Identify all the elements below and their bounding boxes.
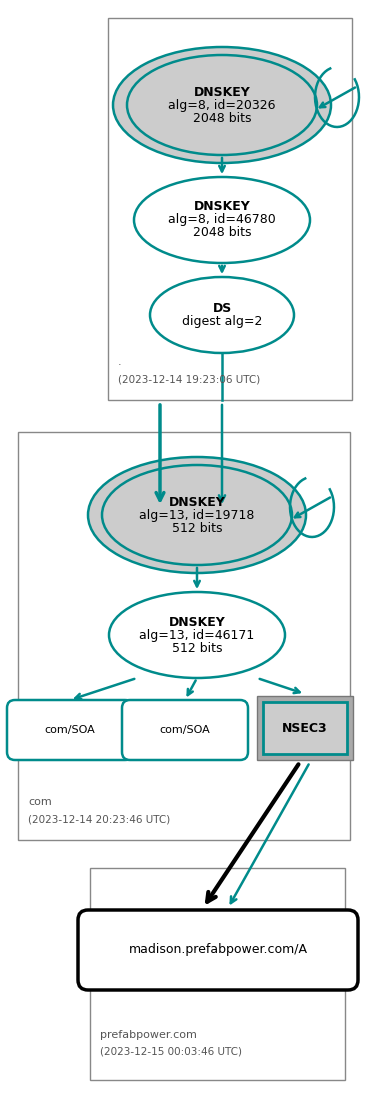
Text: 2048 bits: 2048 bits xyxy=(193,112,251,125)
Text: alg=8, id=46780: alg=8, id=46780 xyxy=(168,213,276,226)
Text: DS: DS xyxy=(212,302,232,315)
Text: 512 bits: 512 bits xyxy=(172,522,222,535)
Ellipse shape xyxy=(127,55,317,155)
Ellipse shape xyxy=(150,277,294,353)
Ellipse shape xyxy=(134,177,310,263)
Text: NSEC3: NSEC3 xyxy=(282,722,328,734)
FancyBboxPatch shape xyxy=(122,700,248,760)
Bar xyxy=(263,702,347,754)
Bar xyxy=(18,432,350,840)
FancyBboxPatch shape xyxy=(78,910,358,990)
Bar xyxy=(90,868,345,1080)
Text: (2023-12-14 20:23:46 UTC): (2023-12-14 20:23:46 UTC) xyxy=(28,814,170,824)
Ellipse shape xyxy=(113,47,331,163)
Bar xyxy=(257,696,353,760)
Text: alg=8, id=20326: alg=8, id=20326 xyxy=(168,98,276,112)
Text: com: com xyxy=(28,798,52,807)
Ellipse shape xyxy=(102,465,292,565)
Text: digest alg=2: digest alg=2 xyxy=(182,315,262,328)
Text: DNSKEY: DNSKEY xyxy=(169,616,225,628)
Ellipse shape xyxy=(109,592,285,678)
Text: DNSKEY: DNSKEY xyxy=(193,200,250,213)
Bar xyxy=(108,18,352,400)
Text: DNSKEY: DNSKEY xyxy=(193,85,250,98)
Text: alg=13, id=46171: alg=13, id=46171 xyxy=(139,628,255,641)
Text: (2023-12-14 19:23:06 UTC): (2023-12-14 19:23:06 UTC) xyxy=(118,374,260,384)
Ellipse shape xyxy=(88,457,306,573)
Text: com/SOA: com/SOA xyxy=(160,725,210,735)
Text: com/SOA: com/SOA xyxy=(45,725,95,735)
Text: madison.prefabpower.com/A: madison.prefabpower.com/A xyxy=(128,943,307,956)
Text: alg=13, id=19718: alg=13, id=19718 xyxy=(139,509,255,522)
Text: prefabpower.com: prefabpower.com xyxy=(100,1029,197,1040)
Text: DNSKEY: DNSKEY xyxy=(169,496,225,509)
Text: 512 bits: 512 bits xyxy=(172,641,222,654)
Text: 2048 bits: 2048 bits xyxy=(193,226,251,240)
Text: .: . xyxy=(118,357,122,366)
FancyBboxPatch shape xyxy=(7,700,133,760)
Text: (2023-12-15 00:03:46 UTC): (2023-12-15 00:03:46 UTC) xyxy=(100,1047,242,1057)
